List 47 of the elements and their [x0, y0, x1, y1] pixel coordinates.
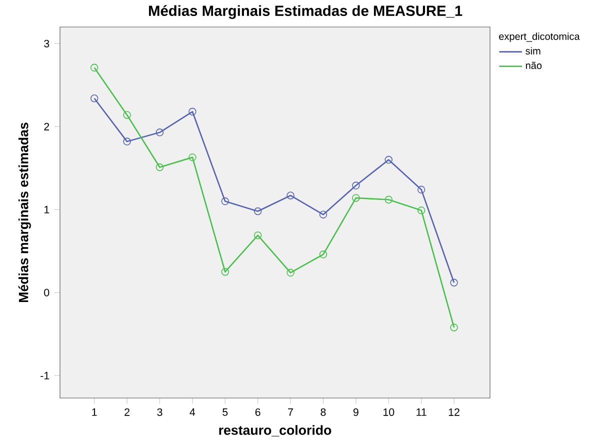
legend-label: não	[526, 62, 542, 70]
x-tick-label: 1	[92, 408, 97, 416]
x-tick-label: 10	[384, 408, 394, 416]
y-tick-label: 3	[44, 40, 50, 48]
point	[319, 210, 328, 218]
x-tick-label: 6	[255, 408, 260, 416]
point	[352, 194, 360, 202]
point	[254, 231, 262, 240]
point	[188, 108, 196, 116]
point	[384, 156, 392, 164]
x-tick-label: 3	[157, 408, 162, 416]
point	[254, 207, 262, 216]
point	[450, 278, 458, 287]
y-tick-label: -1	[40, 372, 50, 380]
legend-label: sim	[526, 47, 540, 55]
y-tick-label: 2	[44, 122, 50, 130]
y-axis-title: Médias marginais estimadas	[18, 122, 31, 302]
x-tick-label: 4	[190, 408, 196, 416]
point	[90, 64, 98, 72]
x-tick-label: 7	[288, 408, 293, 416]
point	[221, 197, 229, 206]
point	[123, 111, 131, 119]
x-tick-label: 12	[448, 408, 460, 416]
point	[286, 268, 294, 277]
point	[123, 138, 131, 146]
point	[450, 324, 458, 332]
point	[417, 186, 426, 194]
point	[384, 196, 392, 204]
x-tick-label: 9	[353, 408, 358, 416]
point	[352, 182, 360, 190]
x-tick-label: 11	[416, 408, 426, 416]
x-tick-label: 5	[222, 408, 228, 416]
x-axis-title: restauro_colorido	[219, 425, 332, 436]
chart-title: Médias Marginais Estimadas de MEASURE_1	[149, 5, 462, 19]
point	[417, 206, 426, 214]
point	[156, 128, 164, 136]
point	[156, 163, 164, 172]
point	[286, 192, 294, 200]
y-tick-label: 0	[44, 288, 50, 296]
point	[90, 94, 98, 102]
y-tick-label: 1	[44, 206, 50, 214]
x-tick-label: 2	[124, 408, 130, 416]
point	[221, 268, 229, 276]
point	[188, 153, 196, 162]
point	[319, 250, 328, 258]
x-tick-label: 8	[320, 408, 326, 416]
legend-title: expert_dicotomica	[499, 32, 580, 42]
